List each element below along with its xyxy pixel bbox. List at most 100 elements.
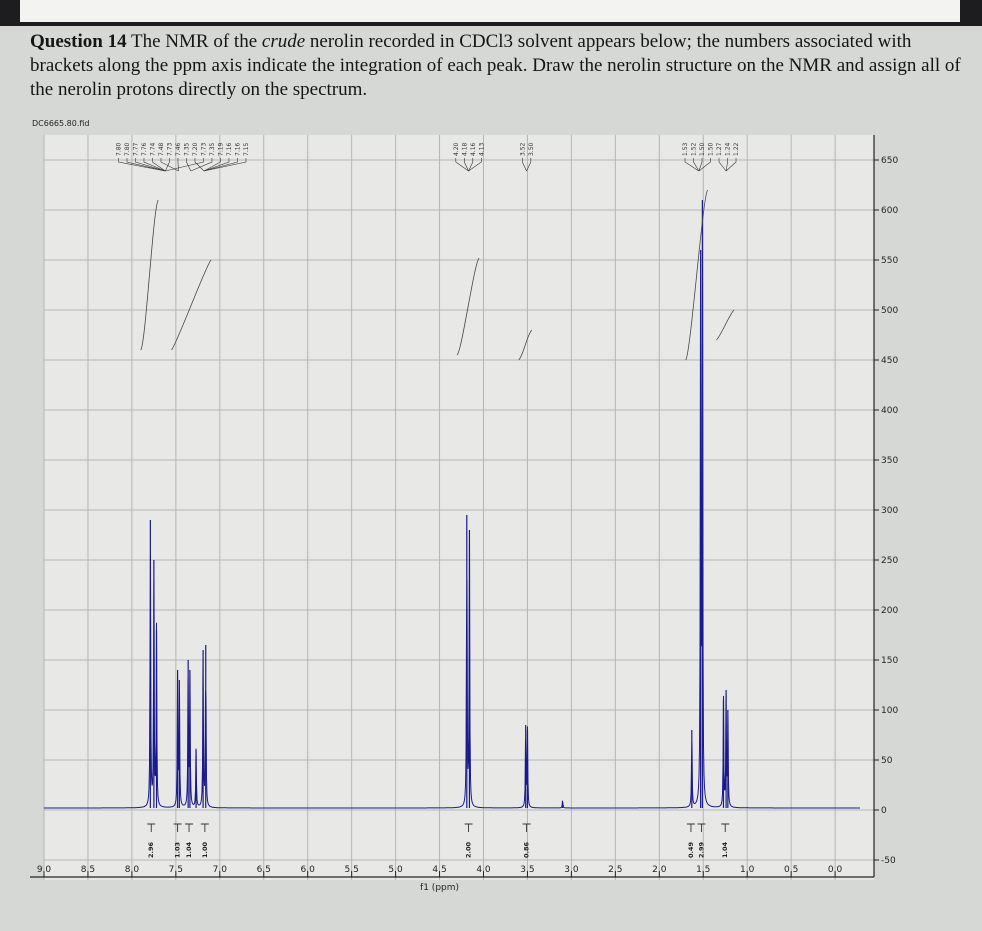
peak-label: 1.53	[682, 142, 689, 156]
y-tick-label: 250	[881, 556, 898, 566]
peak-label-leader	[186, 158, 192, 172]
peak-label: 7.73	[200, 142, 207, 156]
y-tick-label: 550	[881, 256, 898, 266]
peak-label: 1.22	[733, 142, 740, 156]
x-tick-label: 7.5	[169, 865, 183, 875]
peak-label: 7.35	[183, 142, 190, 156]
x-tick-label: 5.0	[388, 865, 403, 875]
x-tick-label: 3.0	[564, 865, 579, 875]
peak-label: 7.46	[175, 142, 182, 156]
x-tick-label: 0.5	[784, 865, 798, 875]
peak-label-leader	[725, 158, 737, 172]
integration-value: 1.04	[185, 841, 193, 858]
y-tick-label: 450	[881, 356, 898, 366]
integration-bracket	[686, 823, 695, 832]
peak-label-leader	[203, 158, 230, 172]
integration-bracket	[200, 823, 209, 832]
peak-label: 4.13	[478, 142, 485, 156]
integration-value: 0.86	[523, 841, 531, 858]
peak-label: 7.80	[115, 142, 122, 156]
peak-label-leader	[468, 158, 474, 172]
x-axis-label: f1 (ppm)	[420, 883, 459, 893]
x-tick-label: 1.0	[740, 865, 755, 875]
x-tick-label: 0.0	[828, 865, 843, 875]
x-tick-label: 7.0	[213, 865, 228, 875]
peak-label: 7.35	[209, 142, 216, 156]
integration-value: 0.49	[687, 841, 695, 858]
integration-bracket	[185, 823, 194, 832]
question-body: The NMR of the	[126, 31, 262, 52]
peak-label-leader	[718, 158, 727, 172]
peak-label-leader	[203, 158, 221, 172]
integration-value: 2.00	[465, 841, 473, 858]
y-tick-label: 0	[881, 806, 887, 816]
peak-label: 4.20	[453, 142, 460, 156]
y-tick-label: 650	[881, 156, 898, 166]
peak-label: 1.50	[699, 142, 706, 156]
y-tick-label: 150	[881, 656, 898, 666]
x-tick-label: 6.5	[257, 865, 271, 875]
integral-curve	[518, 329, 533, 361]
question-emphasis: crude	[261, 31, 306, 52]
x-tick-label: 1.5	[696, 865, 710, 875]
peak-label-leader	[455, 158, 469, 172]
peak-label: 7.20	[192, 142, 199, 156]
integration-bracket	[697, 823, 706, 832]
peak-label-leader	[698, 158, 703, 172]
plot-area	[44, 135, 874, 880]
integration-value: 2.96	[147, 841, 155, 858]
integration-value: 1.00	[201, 841, 209, 858]
peak-label-leader	[118, 158, 166, 172]
peak-label: 7.48	[158, 142, 165, 156]
peak-label-leader	[165, 158, 204, 172]
y-tick-label: 300	[881, 506, 898, 516]
peak-label-leader	[165, 158, 170, 172]
peak-label-leader	[203, 158, 247, 172]
y-tick-label: 350	[881, 456, 898, 466]
integral-curve	[456, 257, 480, 356]
peak-label-leader	[698, 158, 711, 172]
x-tick-label: 4.5	[432, 865, 446, 875]
x-tick-label: 6.0	[301, 865, 316, 875]
integration-bracket	[147, 823, 156, 832]
question-body-rest: nerolin recorded in CDCl3 solvent appear…	[30, 31, 961, 100]
peak-label-leader	[522, 158, 527, 172]
peak-label-leader	[203, 158, 238, 172]
integral-curve	[171, 259, 212, 351]
peak-label-leader	[160, 158, 179, 172]
x-tick-label: 4.0	[476, 865, 491, 875]
y-tick-label: 600	[881, 206, 898, 216]
peak-label-leader	[135, 158, 166, 172]
peak-label-leader	[126, 158, 166, 172]
peak-label: 7.73	[166, 142, 173, 156]
previous-content-box	[20, 0, 960, 22]
peak-label: 3.52	[519, 142, 526, 156]
peak-label: 1.24	[725, 142, 732, 156]
y-tick-label: 100	[881, 706, 898, 716]
y-tick-label: 500	[881, 306, 898, 316]
peak-label: 3.50	[528, 142, 535, 156]
y-tick-label: 50	[881, 756, 893, 766]
peak-label: 1.52	[691, 142, 698, 156]
integration-value: 1.03	[174, 842, 182, 858]
file-id: DC6665.80.fid	[32, 119, 90, 128]
x-tick-label: 2.0	[652, 865, 667, 875]
x-tick-label: 8.5	[81, 865, 95, 875]
x-tick-label: 3.5	[520, 865, 534, 875]
peak-label: 7.15	[243, 142, 250, 156]
question-label: Question 14	[30, 31, 127, 52]
integral-curve	[140, 199, 159, 351]
peak-label-leader	[526, 158, 532, 172]
peak-label: 1.27	[716, 142, 723, 156]
peak-label-leader	[152, 158, 166, 172]
y-tick-label: 400	[881, 406, 898, 416]
x-tick-label: 2.5	[608, 865, 622, 875]
integral-curve	[716, 309, 735, 341]
x-tick-label: 9.0	[37, 865, 52, 875]
y-tick-label: -50	[881, 856, 896, 866]
integration-bracket	[173, 823, 182, 832]
peak-label-leader	[725, 158, 728, 172]
integration-value: 2.99	[697, 841, 705, 858]
peak-label-leader	[464, 158, 469, 172]
